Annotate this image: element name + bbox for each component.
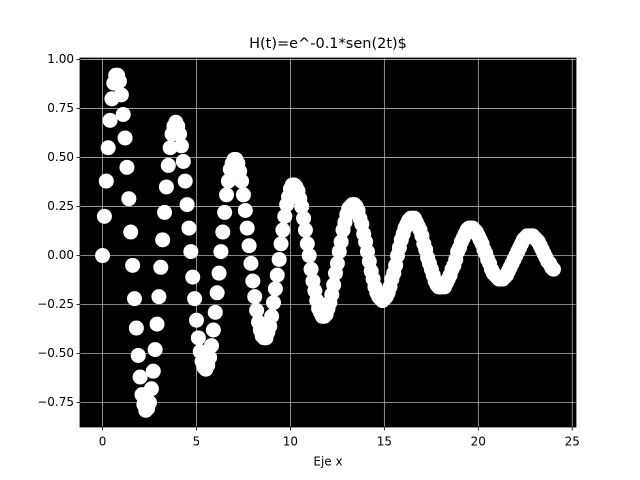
point [172, 126, 188, 142]
point [96, 208, 112, 224]
x-tick-label: 0 [99, 435, 107, 449]
point [147, 342, 163, 358]
point [132, 369, 148, 385]
point [215, 224, 231, 240]
point [190, 330, 206, 346]
x-tick-label: 20 [471, 435, 486, 449]
point [220, 173, 236, 189]
point [204, 338, 220, 354]
point [162, 140, 178, 156]
point [183, 244, 199, 260]
y-tick-label: 0.75 [47, 101, 74, 115]
point [123, 224, 139, 240]
point [266, 295, 282, 311]
chart-title: H(t)=e^-0.1*sen(2t)$ [249, 36, 407, 52]
point [545, 261, 561, 277]
point [177, 173, 193, 189]
point [296, 210, 312, 226]
point [125, 257, 141, 273]
point [179, 197, 195, 213]
point [211, 265, 227, 281]
point [142, 395, 158, 411]
point [128, 320, 144, 336]
x-tick-label: 25 [565, 435, 580, 449]
point [117, 130, 133, 146]
point [126, 291, 142, 307]
point [269, 267, 285, 283]
point [329, 255, 345, 271]
y-tick-label: −0.25 [37, 297, 74, 311]
point [294, 199, 310, 215]
point [264, 308, 280, 324]
point [102, 112, 118, 128]
x-axis-label: Eje x [313, 455, 342, 469]
point [273, 236, 289, 252]
point [143, 381, 159, 397]
point [249, 302, 265, 318]
point [181, 220, 197, 236]
point [297, 222, 313, 238]
point [160, 157, 176, 173]
point [235, 187, 251, 203]
point [234, 173, 250, 189]
point [157, 204, 173, 220]
x-tick-label: 10 [283, 435, 298, 449]
point [301, 248, 317, 264]
point [155, 232, 171, 248]
point [187, 291, 203, 307]
point [175, 153, 191, 169]
point [145, 363, 161, 379]
point [303, 261, 319, 277]
point [115, 106, 131, 122]
point [173, 138, 189, 154]
y-tick-label: 0.25 [47, 199, 74, 213]
point [113, 87, 129, 103]
point [219, 187, 235, 203]
point [151, 289, 167, 305]
point [277, 208, 293, 224]
point [130, 347, 146, 363]
y-tick-label: −0.50 [37, 346, 74, 360]
y-tick-label: −0.75 [37, 395, 74, 409]
point [333, 234, 349, 250]
point [119, 159, 135, 175]
point [95, 248, 111, 264]
point [111, 73, 127, 89]
point [239, 220, 255, 236]
point [267, 281, 283, 297]
point [149, 316, 165, 332]
point [100, 140, 116, 156]
point [243, 255, 259, 271]
point [209, 285, 225, 301]
point [153, 259, 169, 275]
point [202, 349, 218, 365]
point [271, 251, 287, 267]
point [247, 289, 263, 305]
point [299, 236, 315, 252]
x-tick-label: 15 [377, 435, 392, 449]
y-tick-label: 1.00 [47, 52, 74, 66]
point [217, 204, 233, 220]
point [158, 179, 174, 195]
point [98, 173, 114, 189]
y-tick-label: 0.00 [47, 248, 74, 262]
point [213, 244, 229, 260]
point [241, 238, 257, 254]
y-tick-label: 0.50 [47, 150, 74, 164]
point [275, 222, 291, 238]
plot-frame [79, 57, 577, 428]
point [205, 322, 221, 338]
point [121, 191, 137, 207]
x-tick-label: 5 [193, 435, 201, 449]
point [185, 269, 201, 285]
point [326, 277, 342, 293]
point [188, 312, 204, 328]
point [237, 202, 253, 218]
point [245, 273, 261, 289]
point [207, 304, 223, 320]
